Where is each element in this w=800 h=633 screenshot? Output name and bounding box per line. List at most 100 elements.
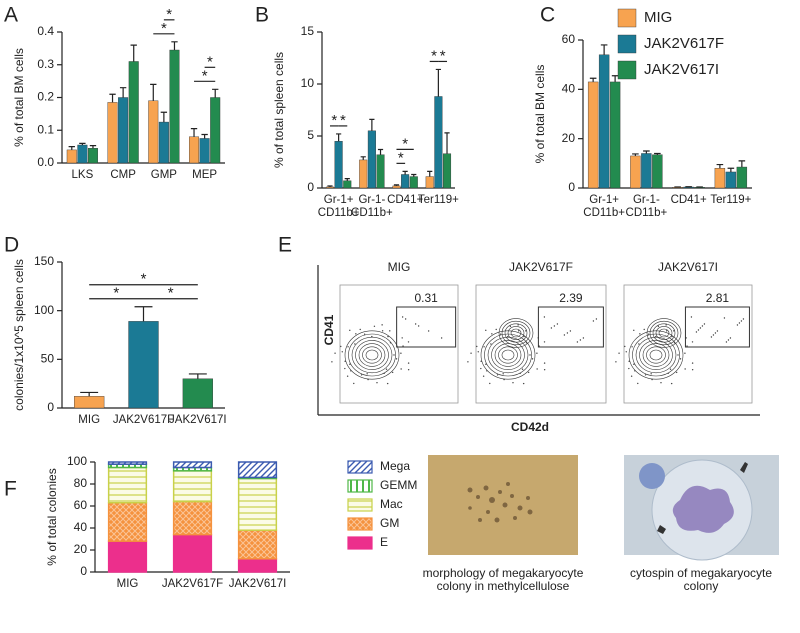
error-bar: [68, 146, 75, 150]
event: [536, 368, 538, 370]
error-bar: [600, 44, 608, 55]
event: [525, 342, 528, 344]
event: [389, 342, 392, 344]
event: [657, 325, 660, 327]
x-tick-label: GMP: [151, 169, 178, 181]
event: [633, 363, 635, 365]
contour: [646, 346, 666, 364]
event: [400, 352, 402, 354]
bar-segment: [107, 501, 148, 542]
error-bar: [171, 41, 178, 51]
event: [691, 341, 694, 343]
contour: [491, 340, 525, 370]
error-bar: [134, 306, 153, 322]
error-bar: [589, 77, 597, 82]
event: [341, 351, 343, 353]
event: [489, 382, 491, 385]
error-bar: [632, 153, 639, 156]
y-tick-label: 80: [74, 476, 88, 490]
contour: [494, 343, 522, 367]
significance-label: *: [398, 149, 404, 166]
bar: [425, 176, 434, 189]
legend-label: JAK2V617F: [644, 35, 724, 52]
event: [414, 323, 417, 325]
event: [595, 318, 598, 320]
contour: [355, 340, 389, 370]
bar-segment: [107, 461, 148, 465]
significance-label: *: [141, 271, 147, 288]
event: [667, 372, 669, 375]
contour: [348, 333, 396, 377]
event: [673, 342, 676, 344]
x-tick-label: JAK2V617F: [162, 578, 223, 590]
panel-label: B: [255, 4, 269, 27]
event: [503, 378, 505, 381]
bar-segment: [237, 558, 278, 573]
event: [485, 329, 487, 332]
bar: [325, 186, 335, 189]
error-bar: [201, 133, 208, 139]
y-tick-label: 0.3: [37, 57, 54, 71]
contour: [652, 323, 676, 343]
legend-swatch: [347, 498, 373, 512]
small-cell: [639, 463, 665, 489]
event: [476, 345, 478, 348]
event: [389, 330, 391, 332]
event: [684, 368, 686, 370]
significance-label: *: [207, 53, 213, 70]
error-bar: [727, 167, 735, 172]
legend-swatch: [347, 517, 373, 531]
event: [592, 320, 595, 322]
panel-label: C: [540, 4, 555, 27]
event: [697, 329, 700, 331]
event: [381, 324, 383, 326]
event: [354, 343, 356, 345]
event: [522, 382, 525, 385]
contour: [510, 328, 522, 338]
event: [633, 329, 635, 332]
significance-label: *: [440, 47, 446, 64]
event: [529, 354, 531, 356]
error-bar: [130, 44, 137, 62]
panel-label: E: [278, 234, 292, 257]
event: [628, 367, 630, 370]
contour: [642, 343, 670, 367]
event: [480, 360, 482, 363]
panel-label: F: [4, 478, 17, 501]
event: [483, 346, 485, 348]
error-bar: [393, 184, 400, 186]
event: [712, 334, 715, 336]
legend-swatch: [347, 479, 373, 493]
event: [543, 369, 546, 371]
contour: [501, 349, 515, 361]
event: [684, 352, 686, 354]
error-bar: [360, 156, 366, 160]
x-tick-label: Gr-1+ CD11b+: [318, 194, 360, 219]
event: [344, 360, 346, 363]
event: [373, 325, 376, 327]
y-tick-label: 150: [34, 254, 54, 268]
event: [553, 325, 556, 327]
event: [407, 362, 410, 364]
contour: [639, 340, 673, 370]
bar-segment: [107, 540, 148, 573]
flow-frame: [339, 284, 459, 404]
event: [427, 330, 430, 332]
error-bar: [327, 185, 333, 187]
error-bar: [444, 132, 450, 154]
legend-label: GM: [380, 516, 399, 530]
y-axis-label: % of total BM cells: [533, 65, 547, 164]
event: [738, 322, 741, 324]
error-bar: [119, 87, 127, 98]
event: [725, 341, 728, 343]
event: [360, 374, 363, 376]
event: [417, 325, 420, 327]
event: [670, 382, 673, 385]
nucleus: [672, 485, 734, 533]
event: [716, 330, 719, 332]
contour: [480, 330, 536, 380]
event: [496, 374, 499, 376]
significance-label: *: [431, 47, 437, 64]
event: [740, 320, 743, 322]
bar: [442, 153, 452, 189]
